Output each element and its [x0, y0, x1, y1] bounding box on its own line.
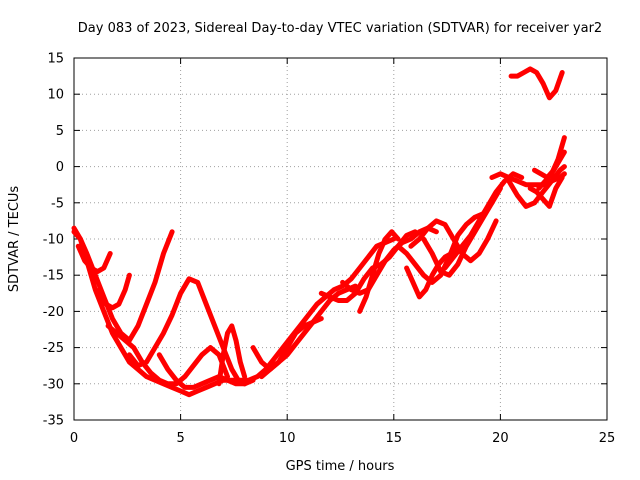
series-line-pass-6	[126, 276, 248, 387]
series-line-pass-25	[508, 66, 565, 101]
series-line-pass-11	[259, 283, 358, 380]
series-line-pass-1	[71, 229, 248, 398]
y-tick-label: 0	[56, 160, 64, 175]
series-line-pass-22	[527, 175, 565, 209]
chart-title: Day 083 of 2023, Sidereal Day-to-day VTE…	[78, 21, 602, 36]
x-tick-label: 15	[386, 431, 403, 446]
series-line-pass-14	[357, 229, 401, 314]
series-line-pass-16	[404, 243, 461, 300]
x-tick-label: 20	[492, 431, 509, 446]
x-axis-label: GPS time / hours	[286, 459, 395, 474]
y-tick-label: -10	[43, 233, 64, 248]
axis-ticks	[73, 57, 608, 421]
series-line-pass-7	[156, 352, 256, 390]
series-line-pass-9	[237, 236, 397, 383]
y-tick-label: 5	[56, 124, 64, 139]
series-line-pass-5	[105, 323, 230, 387]
y-tick-label: -20	[43, 305, 64, 320]
x-tick-label: 25	[599, 431, 616, 446]
series-line-pass-2	[71, 225, 175, 343]
y-tick-label: -15	[43, 269, 64, 284]
y-axis-label: SDTVAR / TECUs	[7, 186, 22, 293]
series-line-pass-3	[75, 243, 113, 275]
x-tick-labels: 0 5 10 15 20 25	[70, 431, 615, 446]
x-tick-label: 0	[70, 431, 78, 446]
y-tick-label: -5	[51, 196, 64, 211]
x-tick-label: 10	[279, 431, 296, 446]
x-tick-label: 5	[176, 431, 184, 446]
y-tick-label: -25	[43, 341, 64, 356]
series-line-pass-8	[216, 323, 248, 387]
y-tick-label: -30	[43, 377, 64, 392]
series-line-pass-24	[536, 135, 567, 191]
y-tick-label: -35	[43, 414, 64, 429]
grid	[74, 58, 607, 420]
y-tick-label: 10	[47, 88, 64, 103]
y-tick-label: 15	[47, 52, 64, 67]
series-line-pass-4	[97, 272, 132, 311]
series-line-pass-13	[340, 225, 439, 296]
series-group	[71, 66, 567, 398]
series-line-pass-17	[408, 218, 499, 264]
y-tick-labels: -35 -30 -25 -20 -15 -10 -5 0 5 10 15	[43, 52, 64, 429]
